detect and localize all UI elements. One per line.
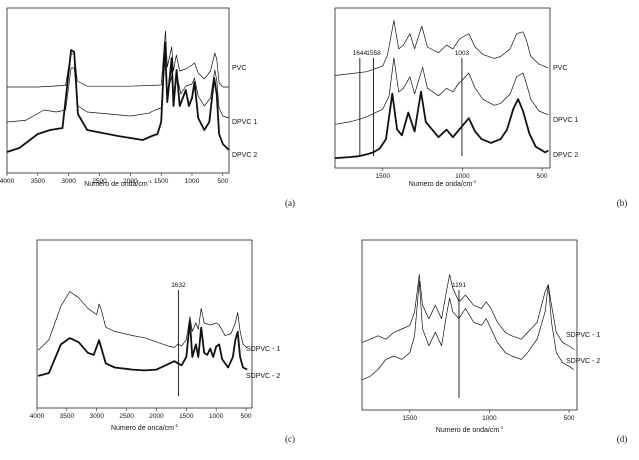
x-axis-label-exponent: -1	[174, 423, 178, 428]
panel-c: 4000 3500 3000 2500 2000 1500 1000 500 Numero de…	[30, 239, 295, 444]
series-label-pvc: PVC	[553, 65, 567, 72]
x-tick-label: 2000	[149, 413, 164, 420]
x-tick-label: 1500	[403, 415, 418, 422]
x-tick-label: 3000	[61, 178, 76, 185]
x-tick-label: 1500	[179, 413, 194, 420]
series-label-sdpvc-1: SDPVC - 1	[566, 332, 600, 339]
x-axis-label: Numero de onca/cm-1	[111, 423, 179, 432]
panel-b: 1500 1000 500 Numero de onda/cm-1 PVC DPVC 1 D…	[334, 7, 628, 208]
series-label-pvc: PVC	[232, 65, 246, 72]
plot-frame	[334, 7, 551, 169]
x-axis-label-exponent: -1	[499, 425, 503, 430]
x-tick-label: 500	[241, 413, 252, 420]
x-tick-label: 1000	[455, 173, 470, 180]
panel-d: 1500 1000 500 Numero de onda/cm-1 SDPVC - 1 S…	[361, 239, 628, 444]
series-label-dpvc-2: DPVC 2	[553, 152, 578, 159]
series-label-dpvc-2: DPVC 2	[232, 152, 257, 159]
x-tick-label: 4000	[0, 178, 15, 185]
x-tick-label: 500	[564, 415, 575, 422]
series-line-pvc	[334, 20, 549, 76]
x-axis-label: Numero de onda/cm-1	[436, 425, 504, 434]
panel-letter: (c)	[285, 434, 295, 444]
series-label-sdpvc-1: SDPVC - 1	[246, 346, 280, 353]
panel-letter: (d)	[617, 434, 628, 444]
series-line-dpvc-2	[334, 90, 549, 159]
series-label-sdpvc-2: SDPVC - 2	[246, 373, 280, 380]
x-tick-label: 500	[217, 178, 228, 185]
series-label-sdpvc-2: SDPVC - 2	[566, 358, 600, 365]
x-tick-label: 4000	[30, 413, 45, 420]
plot-frame	[36, 239, 253, 409]
series-line-sdpvc-2	[37, 320, 248, 377]
x-tick-label: 3000	[89, 413, 104, 420]
x-tick-label: 500	[537, 173, 548, 180]
x-tick-label: 2500	[92, 178, 107, 185]
x-tick-label: 2000	[123, 178, 138, 185]
x-tick-label: 1000	[209, 413, 224, 420]
x-axis-label: Numero de onda/cm-1	[409, 179, 477, 188]
panel-letter: (a)	[285, 198, 295, 208]
x-axis-label-exponent: -1	[472, 179, 476, 184]
series-line-pvc	[7, 30, 229, 88]
series-line-sdpvc-2	[361, 280, 575, 381]
series-label-dpvc-1: DPVC 1	[553, 117, 578, 124]
series-label-dpvc-1: DPVC 1	[232, 119, 257, 126]
panel-letter: (b)	[617, 198, 628, 208]
x-tick-label: 3500	[60, 413, 75, 420]
plot-frame	[361, 239, 578, 411]
marker-label-1558: 1558	[366, 50, 381, 57]
marker-label-1644: 1644	[353, 50, 368, 57]
series-line-dpvc-2	[6, 41, 230, 153]
x-axis-label: Numero de onda/cm-1	[84, 179, 152, 188]
x-tick-label: 1000	[482, 415, 497, 422]
marker-label-1003: 1003	[455, 50, 470, 57]
x-tick-label: 1500	[154, 178, 169, 185]
panel-a: 4000 3500 3000 2500 2000 1500 1000 500 Numero de…	[0, 7, 295, 208]
series-line-sdpvc-1	[37, 291, 248, 351]
x-tick-label: 2500	[119, 413, 134, 420]
x-tick-label: 3500	[31, 178, 46, 185]
x-tick-label: 1000	[185, 178, 200, 185]
plot-frame	[6, 7, 230, 174]
x-tick-label: 1500	[376, 173, 391, 180]
series-line-dpvc-1	[334, 57, 549, 125]
series-line-sdpvc-1	[361, 274, 575, 350]
marker-label-1632: 1632	[171, 282, 186, 289]
x-axis-label-exponent: -1	[148, 179, 152, 184]
marker-label-1191: 1191	[452, 282, 466, 289]
